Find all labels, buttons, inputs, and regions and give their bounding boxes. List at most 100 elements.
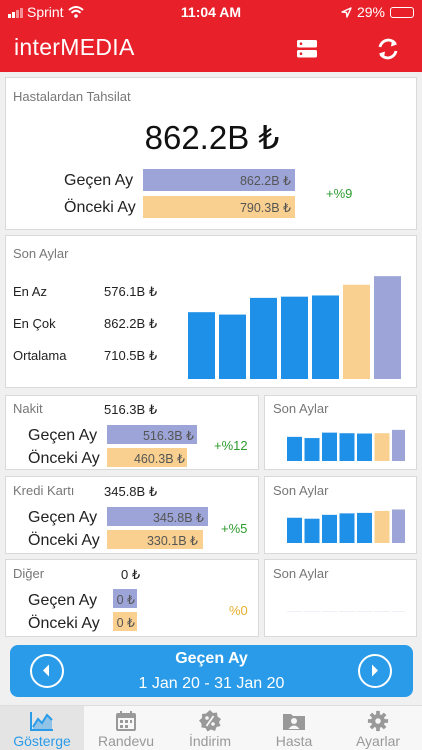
last-month-bar: [107, 425, 197, 444]
change-percent: +%9: [326, 186, 353, 201]
location-arrow-icon: [341, 6, 352, 18]
tab-appointments[interactable]: Randevu: [84, 706, 168, 750]
recent-months-card[interactable]: Son Aylar En Az 576.1B ₺ En Çok 862.2B ₺…: [5, 235, 417, 388]
refresh-icon[interactable]: [375, 36, 401, 62]
previous-month-label: Önceki Ay: [28, 615, 100, 632]
chart-bar: [343, 284, 370, 379]
chart-bar: [322, 432, 337, 461]
tab-patient[interactable]: Hasta: [252, 706, 336, 750]
chart-bar: [304, 611, 320, 612]
chart-bar: [357, 512, 372, 543]
previous-month-bar: [107, 530, 203, 549]
chevron-right-icon: [372, 664, 378, 677]
card-title: Son Aylar: [273, 401, 329, 416]
previous-month-value: 460.3B ₺: [133, 452, 185, 466]
server-list-icon[interactable]: [294, 36, 320, 62]
battery-icon: [390, 6, 414, 18]
chart-bar: [188, 312, 215, 379]
total-value: 862.2B ₺: [144, 119, 280, 156]
chart-icon: [30, 712, 53, 731]
carrier-name: Sprint: [27, 4, 64, 20]
other-months-card[interactable]: Son Aylar: [264, 559, 417, 637]
tab-discount[interactable]: İndirim: [168, 706, 252, 750]
tab-bar: Gösterge Randevu İndirim Hasta: [0, 705, 422, 750]
stat-max-label: En Çok: [13, 316, 56, 331]
credit-card-months-card[interactable]: Son Aylar: [264, 476, 417, 554]
last-month-label: Geçen Ay: [64, 172, 134, 189]
stat-min-value: 576.1B ₺: [104, 284, 158, 299]
stat-avg-value: 710.5B ₺: [104, 348, 158, 363]
chart-bar: [374, 433, 390, 461]
chart-bar: [392, 429, 405, 461]
chart-bar: [281, 296, 308, 379]
chart-bar: [304, 438, 320, 461]
tab-dashboard[interactable]: Gösterge: [0, 706, 84, 750]
previous-month-label: Önceki Ay: [28, 450, 100, 467]
stat-avg-label: Ortalama: [13, 348, 67, 363]
tab-label: Gösterge: [13, 733, 71, 749]
category-title: Diğer: [13, 566, 45, 581]
tab-label: Hasta: [275, 733, 313, 749]
previous-month-label: Önceki Ay: [28, 532, 100, 549]
chart-bar: [312, 295, 339, 379]
last-month-bar: [107, 507, 208, 526]
status-right: 29%: [341, 4, 414, 20]
change-percent: %0: [229, 603, 248, 618]
clock: 11:04 AM: [180, 4, 242, 20]
stat-min-label: En Az: [13, 284, 47, 299]
cash-card[interactable]: Nakit 516.3B ₺ Geçen Ay 516.3B ₺ Önceki …: [5, 395, 259, 470]
chart-bar: [339, 513, 355, 543]
card-title: Hastalardan Tahsilat: [13, 89, 131, 104]
change-percent: +%12: [214, 438, 248, 453]
last-month-label: Geçen Ay: [28, 509, 98, 526]
chart-bar: [374, 611, 390, 612]
gear-icon: [367, 710, 389, 732]
other-card[interactable]: Diğer 0 ₺ Geçen Ay 0 ₺ Önceki Ay 0 ₺ %0: [5, 559, 259, 637]
last-month-label: Geçen Ay: [28, 592, 98, 609]
battery-percent: 29%: [356, 4, 385, 20]
last-month-label: Geçen Ay: [28, 427, 98, 444]
last-month-bar: [113, 589, 137, 608]
total-collection-card[interactable]: Hastalardan Tahsilat 862.2B ₺ Geçen Ay 8…: [5, 77, 417, 230]
tab-settings[interactable]: Ayarlar: [336, 706, 420, 750]
signal-icon: [8, 7, 23, 18]
chart-bar: [304, 518, 320, 543]
chart-bar: [287, 436, 302, 461]
chart-bar: [287, 517, 302, 543]
cash-months-chart: [287, 429, 405, 461]
previous-month-bar: [143, 196, 295, 218]
tab-label: İndirim: [188, 733, 231, 749]
tab-label: Randevu: [97, 733, 155, 749]
tab-label: Ayarlar: [355, 733, 401, 749]
chart-bar: [392, 611, 405, 612]
chart-bar: [219, 314, 246, 379]
last-month-bar: [143, 169, 295, 191]
period-selector: Geçen Ay 1 Jan 20 - 31 Jan 20: [10, 645, 413, 697]
chart-bar: [392, 509, 405, 543]
last-month-value: 345.8B ₺: [152, 511, 204, 525]
last-month-value: 516.3B ₺: [142, 429, 194, 443]
app-header: interMEDIA: [0, 24, 422, 72]
discount-badge-icon: [199, 710, 221, 732]
period-title: Geçen Ay: [175, 650, 248, 667]
stat-max-value: 862.2B ₺: [104, 316, 158, 331]
chart-bar: [322, 514, 337, 543]
last-month-value: 862.2B ₺: [239, 174, 291, 188]
previous-month-bar: [107, 448, 187, 467]
other-months-chart: [287, 611, 405, 612]
category-total: 516.3B ₺: [104, 402, 158, 417]
period-range: 1 Jan 20 - 31 Jan 20: [138, 675, 285, 692]
cash-months-card[interactable]: Son Aylar: [264, 395, 417, 470]
status-bar: Sprint 11:04 AM 29%: [0, 0, 422, 24]
credit-card-card[interactable]: Kredi Kartı 345.8B ₺ Geçen Ay 345.8B ₺ Ö…: [5, 476, 259, 554]
previous-period-button[interactable]: [30, 654, 64, 688]
next-period-button[interactable]: [358, 654, 392, 688]
chart-bar: [339, 611, 355, 612]
card-title: Son Aylar: [13, 246, 69, 261]
chart-bar: [339, 433, 355, 461]
chart-bar: [287, 611, 302, 612]
recent-months-chart: [188, 276, 401, 379]
last-month-value: 0 ₺: [116, 593, 135, 607]
chart-bar: [250, 297, 277, 379]
credit-card-months-chart: [287, 509, 405, 543]
